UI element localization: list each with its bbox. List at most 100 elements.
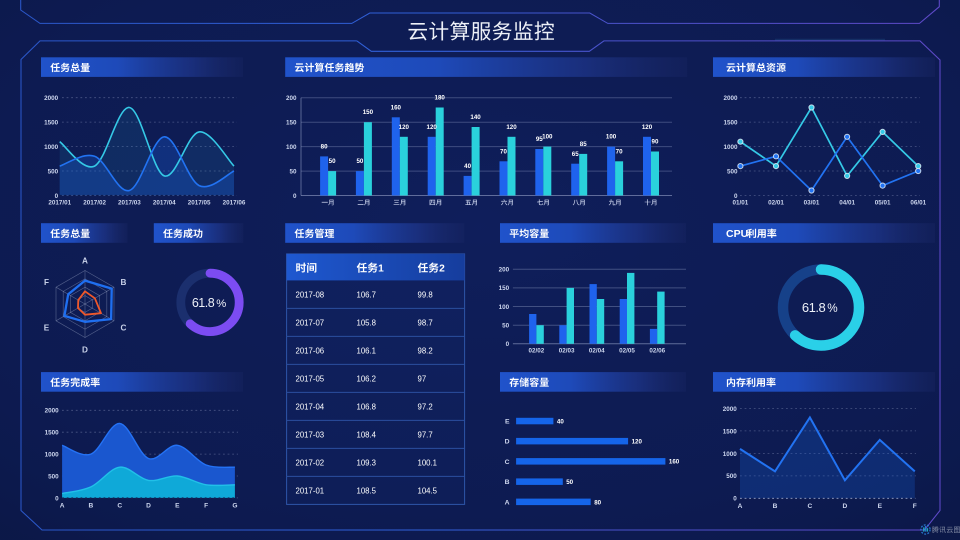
svg-text:120: 120 — [642, 124, 653, 131]
svg-text:105.8: 105.8 — [357, 318, 377, 327]
svg-text:140: 140 — [470, 114, 481, 121]
svg-text:97.7: 97.7 — [418, 430, 433, 439]
svg-text:0: 0 — [733, 496, 737, 503]
svg-text:50: 50 — [566, 479, 573, 486]
svg-text:2000: 2000 — [723, 95, 738, 102]
svg-text:150: 150 — [286, 120, 297, 127]
svg-text:120: 120 — [399, 124, 410, 131]
svg-text:61.8: 61.8 — [192, 296, 215, 310]
svg-text:02/04: 02/04 — [589, 348, 605, 355]
svg-text:1000: 1000 — [723, 144, 738, 151]
svg-text:50: 50 — [502, 323, 510, 330]
svg-text:D: D — [82, 346, 88, 355]
svg-text:0: 0 — [293, 193, 297, 200]
svg-text:100: 100 — [286, 144, 297, 151]
svg-text:120: 120 — [632, 439, 643, 446]
svg-text:03/01: 03/01 — [804, 200, 820, 207]
svg-text:106.2: 106.2 — [357, 374, 377, 383]
svg-text:120: 120 — [427, 124, 438, 131]
svg-text:01/01: 01/01 — [733, 200, 749, 207]
svg-text:61.8: 61.8 — [802, 300, 826, 315]
svg-text:100: 100 — [606, 134, 617, 141]
svg-text:70: 70 — [616, 148, 623, 155]
svg-text:C: C — [505, 459, 510, 466]
svg-text:100: 100 — [499, 304, 510, 311]
svg-text:0: 0 — [55, 495, 59, 502]
svg-text:80: 80 — [321, 144, 328, 151]
svg-text:180: 180 — [435, 95, 446, 102]
svg-text:1500: 1500 — [44, 120, 59, 127]
svg-text:E: E — [878, 503, 883, 510]
svg-text:106.8: 106.8 — [357, 402, 377, 411]
svg-text:C: C — [808, 503, 813, 510]
svg-text:F: F — [204, 502, 208, 509]
svg-text:D: D — [843, 503, 848, 510]
svg-text:1500: 1500 — [723, 120, 738, 127]
svg-text:2017/03: 2017/03 — [118, 200, 141, 207]
svg-text:A: A — [82, 257, 88, 266]
svg-text:02/03: 02/03 — [559, 348, 575, 355]
svg-text:2017/01: 2017/01 — [48, 200, 71, 207]
svg-text:500: 500 — [48, 473, 59, 480]
svg-text:A: A — [60, 502, 65, 509]
svg-text:D: D — [505, 439, 510, 446]
svg-text:108.4: 108.4 — [357, 430, 377, 439]
svg-text:2017-01: 2017-01 — [296, 486, 325, 495]
svg-text:1000: 1000 — [45, 452, 60, 459]
svg-text:C: C — [117, 502, 122, 509]
svg-text:104.5: 104.5 — [418, 486, 438, 495]
svg-text:2017-03: 2017-03 — [296, 430, 325, 439]
svg-text:02/01: 02/01 — [768, 200, 784, 207]
svg-text:500: 500 — [726, 473, 737, 480]
svg-text:1500: 1500 — [45, 430, 60, 437]
svg-text:200: 200 — [499, 267, 510, 274]
svg-text:40: 40 — [464, 163, 471, 170]
svg-text:50: 50 — [329, 158, 336, 165]
svg-text:A: A — [505, 499, 510, 506]
svg-text:200: 200 — [286, 95, 297, 102]
svg-text:50: 50 — [289, 169, 297, 176]
svg-text:1500: 1500 — [723, 428, 738, 435]
svg-text:E: E — [44, 324, 50, 333]
svg-text:2017/04: 2017/04 — [153, 200, 176, 207]
svg-text:04/01: 04/01 — [839, 200, 855, 207]
svg-text:E: E — [505, 419, 510, 426]
svg-text:106.1: 106.1 — [357, 346, 377, 355]
svg-text:109.3: 109.3 — [357, 458, 377, 467]
svg-text:F: F — [44, 278, 49, 287]
svg-text:98.7: 98.7 — [418, 318, 433, 327]
svg-text:65: 65 — [572, 151, 579, 158]
svg-text:C: C — [121, 324, 127, 333]
svg-text:40: 40 — [557, 418, 564, 425]
svg-text:106.7: 106.7 — [357, 290, 377, 299]
svg-text:2017-07: 2017-07 — [296, 318, 325, 327]
svg-text:0: 0 — [55, 193, 59, 200]
svg-text:50: 50 — [356, 158, 363, 165]
svg-text:B: B — [505, 479, 510, 486]
svg-text:160: 160 — [669, 459, 680, 466]
svg-text:2017-08: 2017-08 — [296, 290, 325, 299]
svg-text:02/05: 02/05 — [619, 348, 635, 355]
svg-text:500: 500 — [727, 168, 738, 175]
svg-text:2017/06: 2017/06 — [223, 200, 246, 207]
svg-text:2: 2 — [439, 264, 445, 275]
svg-text:90: 90 — [652, 139, 659, 146]
svg-text:2017-05: 2017-05 — [296, 374, 325, 383]
svg-text:70: 70 — [500, 148, 507, 155]
svg-text:%: % — [216, 298, 226, 310]
svg-text:2000: 2000 — [44, 95, 59, 102]
svg-text:1000: 1000 — [723, 451, 738, 458]
svg-text:2000: 2000 — [45, 408, 60, 415]
svg-text:%: % — [827, 302, 837, 315]
svg-text:05/01: 05/01 — [875, 200, 891, 207]
svg-text:80: 80 — [594, 499, 601, 506]
svg-text:100.1: 100.1 — [418, 458, 438, 467]
svg-text:150: 150 — [363, 109, 374, 116]
svg-text:G: G — [232, 502, 237, 509]
svg-text:2017/05: 2017/05 — [188, 200, 211, 207]
svg-text:2017-06: 2017-06 — [296, 346, 325, 355]
svg-text:02/02: 02/02 — [529, 348, 545, 355]
svg-text:97.2: 97.2 — [418, 402, 433, 411]
svg-text:2017-02: 2017-02 — [296, 458, 325, 467]
svg-text:120: 120 — [506, 124, 517, 131]
